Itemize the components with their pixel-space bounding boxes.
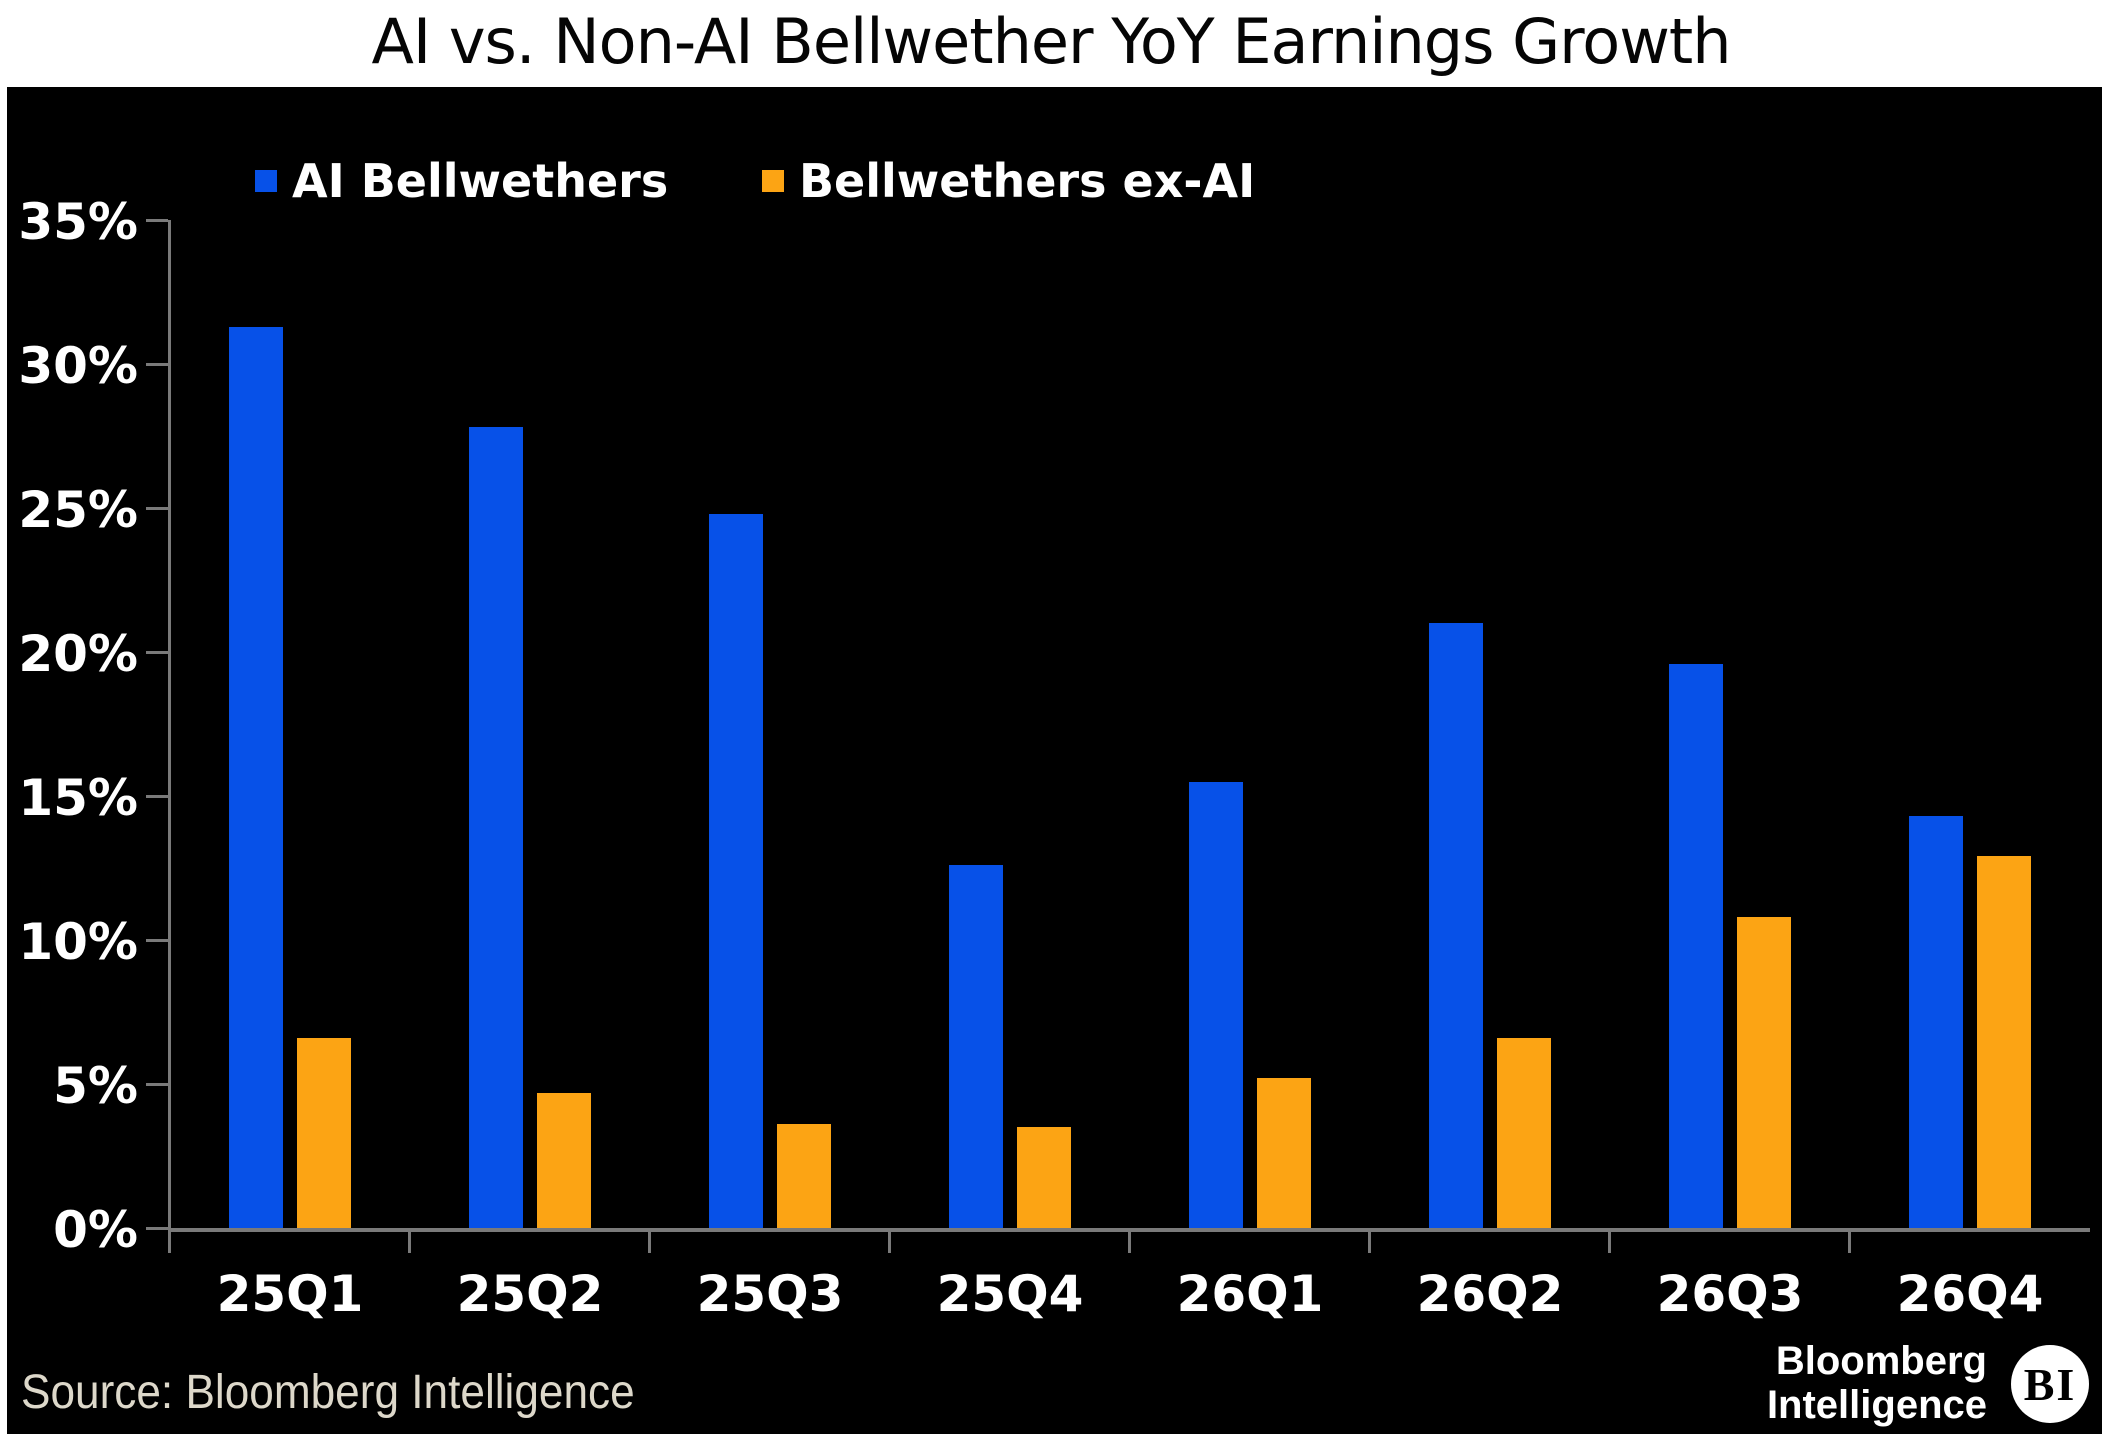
plot-panel: AI Bellwethers Bellwethers ex-AI 0% 5% 10%… — [7, 87, 2102, 1434]
x-tick-label: 26Q3 — [1656, 1265, 1804, 1323]
y-tick-label: 0% — [53, 1201, 138, 1259]
bar-ex-ai-26Q2 — [1497, 1038, 1551, 1228]
y-axis-line — [168, 220, 171, 1253]
legend-swatch-ai — [255, 170, 277, 192]
y-tick — [146, 1227, 168, 1230]
bar-ex-ai-26Q3 — [1737, 917, 1791, 1228]
bar-ai-25Q1 — [229, 327, 283, 1228]
x-boundary-tick — [408, 1228, 411, 1253]
legend-label-ai: AI Bellwethers — [292, 154, 669, 208]
y-tick-label: 15% — [18, 769, 138, 827]
bar-ex-ai-25Q1 — [297, 1038, 351, 1228]
y-tick — [146, 1083, 168, 1086]
bar-ai-26Q3 — [1669, 664, 1723, 1228]
bar-ex-ai-26Q4 — [1977, 856, 2031, 1228]
y-tick-label: 35% — [18, 193, 138, 251]
x-boundary-tick — [1848, 1228, 1851, 1253]
y-tick — [146, 939, 168, 942]
bar-ex-ai-26Q1 — [1257, 1078, 1311, 1228]
legend-label-ex-ai: Bellwethers ex-AI — [799, 154, 1256, 208]
bar-ai-25Q4 — [949, 865, 1003, 1228]
chart-title: AI vs. Non-AI Bellwether YoY Earnings Gr… — [371, 5, 1731, 78]
y-tick-label: 10% — [18, 913, 138, 971]
x-boundary-tick — [1608, 1228, 1611, 1253]
y-tick — [146, 363, 168, 366]
x-tick-label: 25Q4 — [936, 1265, 1084, 1323]
x-boundary-tick — [648, 1228, 651, 1253]
logo-line1: Bloomberg — [1775, 1339, 1987, 1383]
y-tick-label: 20% — [18, 625, 138, 683]
y-tick-label: 5% — [53, 1057, 138, 1115]
y-tick — [146, 507, 168, 510]
x-boundary-tick — [1128, 1228, 1131, 1253]
x-boundary-tick — [1368, 1228, 1371, 1253]
bar-ai-26Q2 — [1429, 623, 1483, 1228]
y-tick — [146, 219, 168, 222]
x-tick-label: 25Q3 — [696, 1265, 844, 1323]
bar-ai-25Q2 — [469, 427, 523, 1228]
source-caption: Source: Bloomberg Intelligence — [21, 1366, 635, 1419]
bar-ai-26Q4 — [1909, 816, 1963, 1228]
x-tick-label: 25Q1 — [216, 1265, 364, 1323]
y-tick — [146, 795, 168, 798]
bi-logo-icon: BI — [2011, 1345, 2089, 1423]
x-tick-label: 26Q2 — [1416, 1265, 1564, 1323]
bar-ai-25Q3 — [709, 514, 763, 1228]
bloomberg-intelligence-wordmark: Bloomberg Intelligence — [1767, 1339, 1987, 1427]
bar-ai-26Q1 — [1189, 782, 1243, 1228]
y-tick — [146, 651, 168, 654]
bar-ex-ai-25Q3 — [777, 1124, 831, 1228]
bar-ex-ai-25Q2 — [537, 1093, 591, 1228]
y-tick-label: 25% — [18, 481, 138, 539]
legend-swatch-ex-ai — [762, 170, 784, 192]
bar-ex-ai-25Q4 — [1017, 1127, 1071, 1228]
x-tick-label: 26Q1 — [1176, 1265, 1324, 1323]
x-boundary-tick — [888, 1228, 891, 1253]
x-tick-label: 26Q4 — [1896, 1265, 2044, 1323]
y-tick-label: 30% — [18, 337, 138, 395]
x-tick-label: 25Q2 — [456, 1265, 604, 1323]
logo-line2: Intelligence — [1766, 1383, 1987, 1427]
